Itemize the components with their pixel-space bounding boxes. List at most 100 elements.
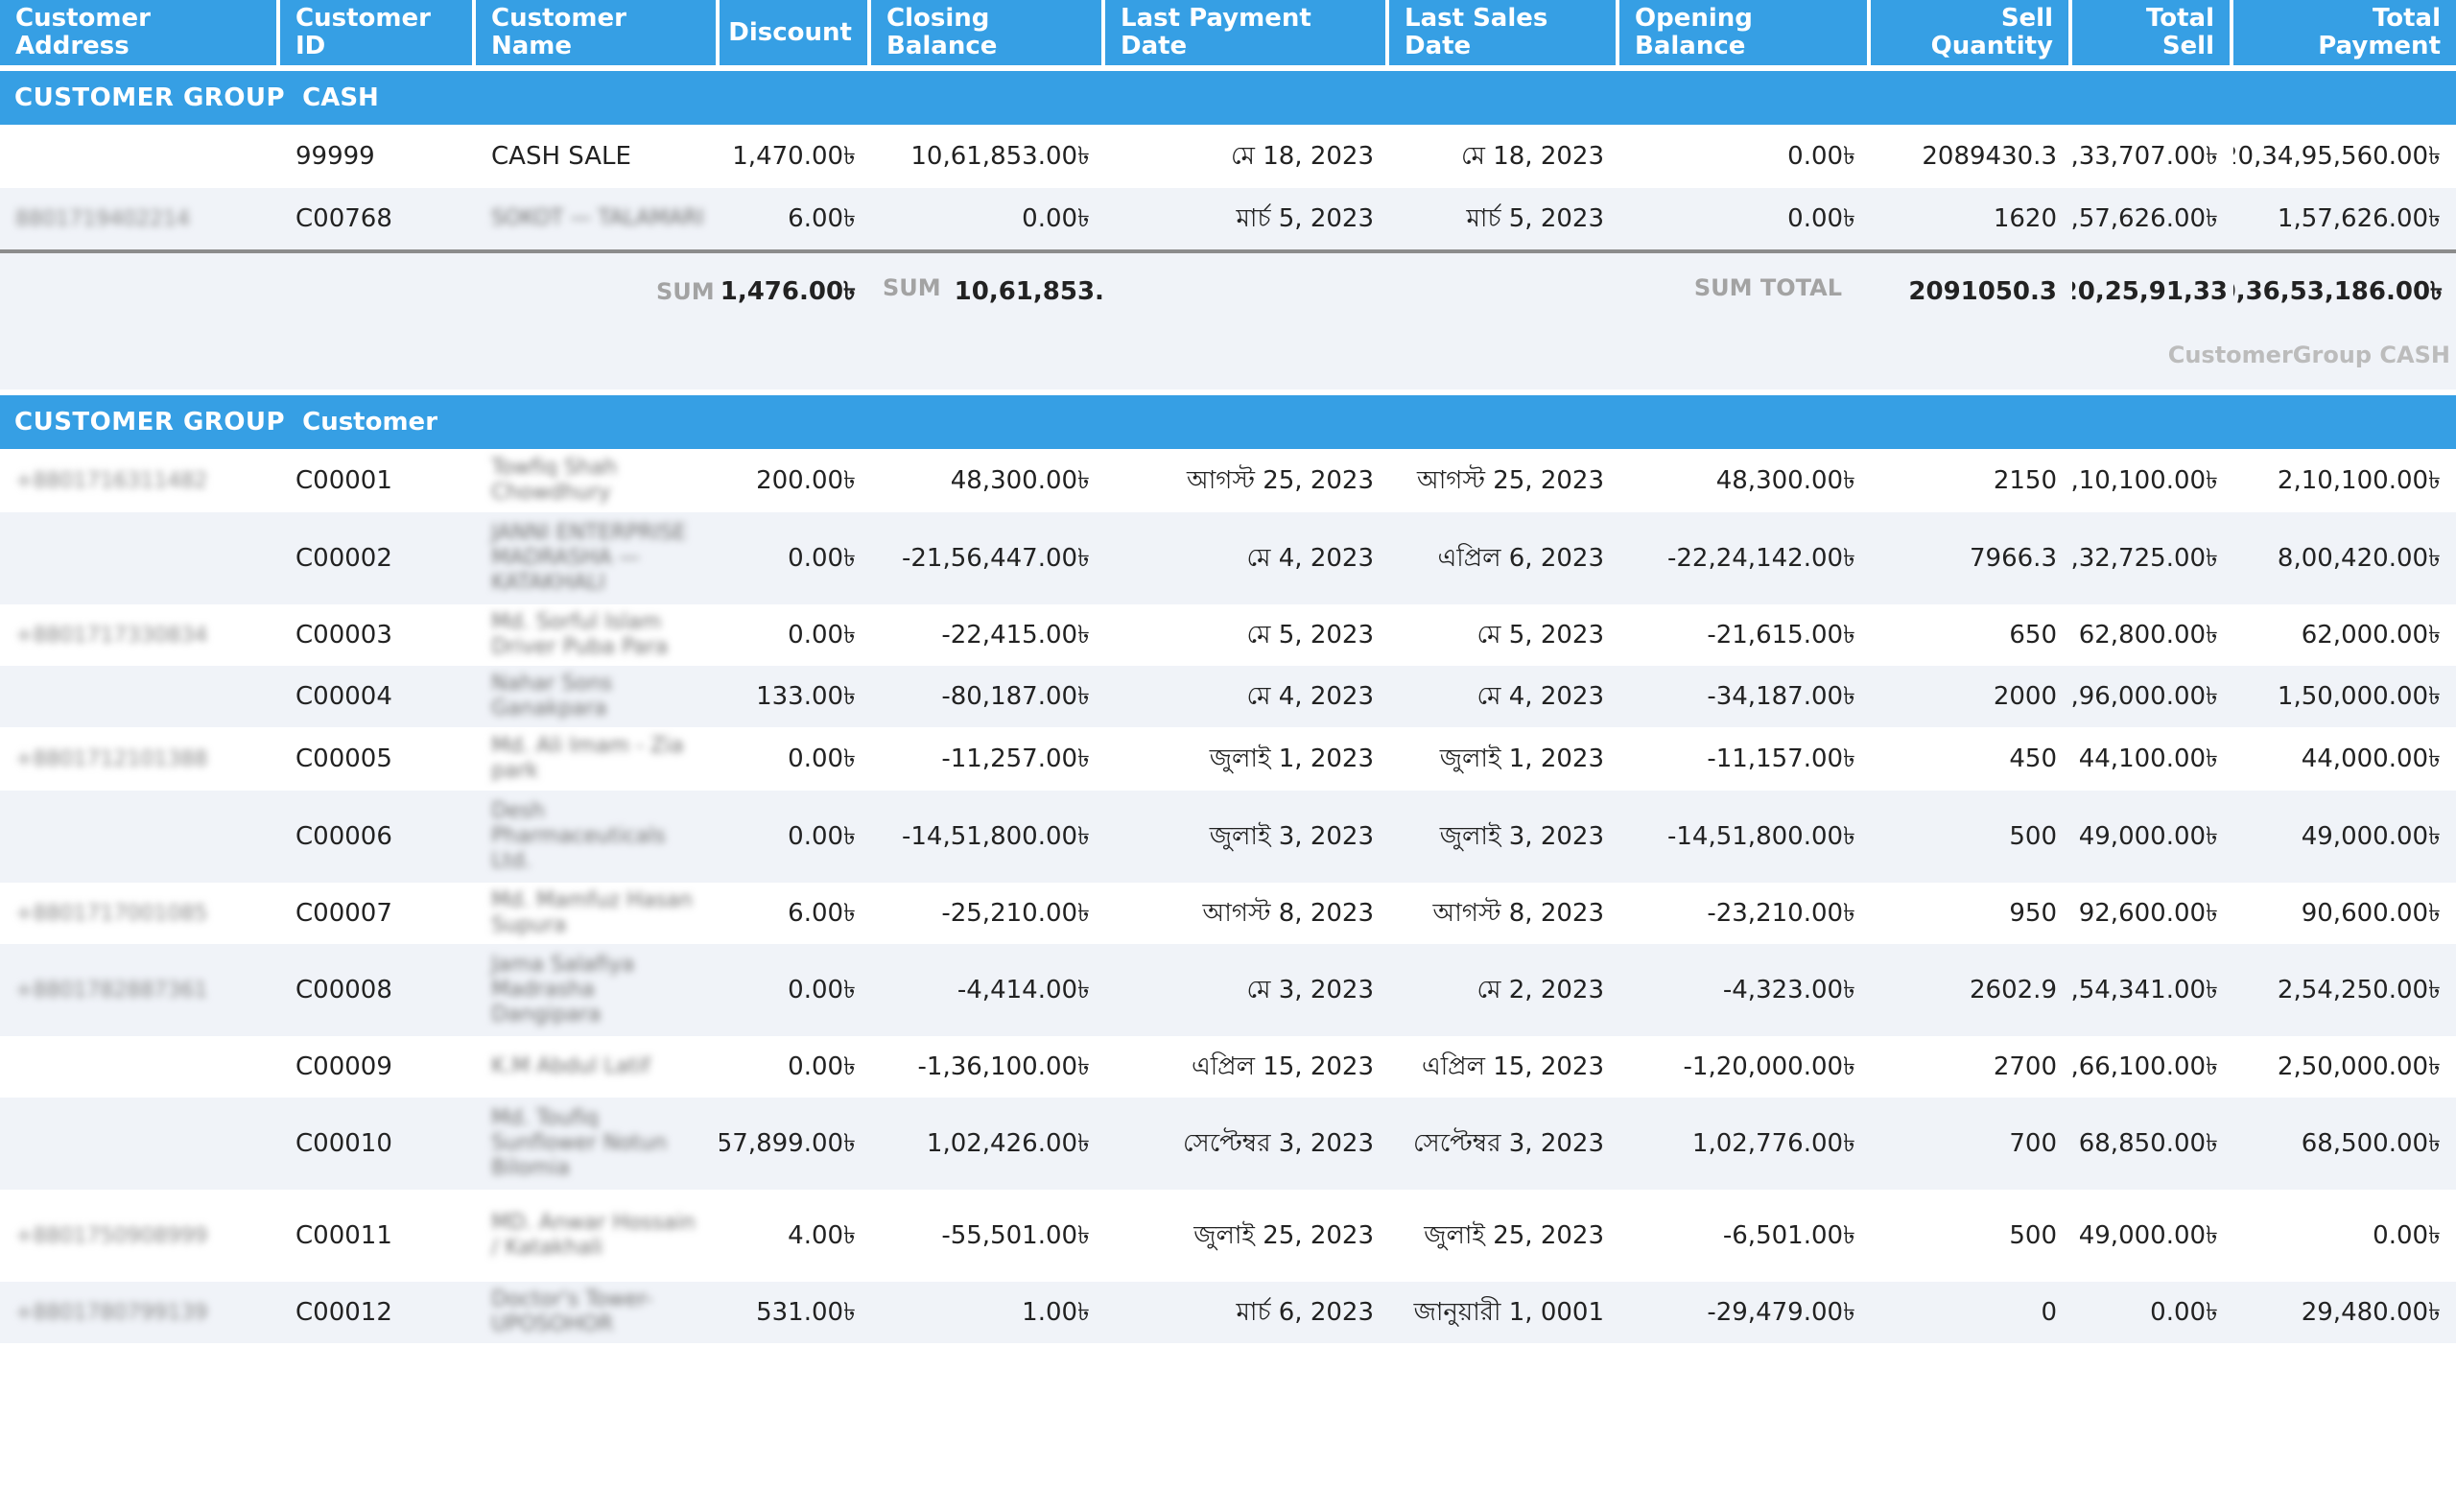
customer-address-cell: +8801782887361 [15, 978, 208, 1003]
opening-balance-cell: -14,51,800.00৳ [1666, 821, 1855, 851]
table-row[interactable]: 99999 CASH SALE 1,470.00৳ 10,61,853.00৳ মে 1… [0, 125, 2456, 188]
total-payment-cell: 0.00৳ [2373, 1220, 2441, 1250]
table-row[interactable]: +8801717001085 C00007 Md. Mamfuz Hasan Sup… [0, 883, 2456, 944]
column-header-opening-balance[interactable]: Opening Balance [1619, 0, 1871, 65]
customer-address-cell [0, 512, 280, 604]
table-row[interactable]: +8801712101388 C00005 Md. Ali Imam - Zia p… [0, 727, 2456, 791]
opening-balance-cell: -23,210.00৳ [1707, 898, 1855, 928]
column-header-last-payment-date[interactable]: Last Payment Date [1105, 0, 1389, 65]
column-header-row: Customer Address Customer ID Customer Na… [0, 0, 2456, 65]
group-header-cash[interactable]: CUSTOMER GROUP CASH [0, 71, 2456, 125]
customer-id-cell: C00768 [295, 203, 392, 233]
discount-cell: 0.00৳ [788, 620, 856, 650]
total-sell-cell: 62,800.00৳ [2078, 620, 2218, 650]
closing-balance-cell: 0.00৳ [1022, 203, 1090, 233]
column-header-customer-name[interactable]: Customer Name [476, 0, 720, 65]
closing-balance-cell: -21,56,447.00৳ [901, 543, 1090, 573]
group-name: Customer [302, 408, 438, 437]
last-sales-date-cell: সেপ্টেম্বর 3, 2023 [1413, 1128, 1604, 1158]
discount-cell: 531.00৳ [756, 1297, 856, 1327]
table-row[interactable]: C00006 Desh Pharmaceuticals Ltd. 0.00৳ -14,… [0, 791, 2456, 883]
table-row[interactable]: +8801782887361 C00008 Jama Salafiya Madras… [0, 944, 2456, 1036]
customer-id-cell: C00004 [295, 681, 392, 711]
opening-balance-cell: 0.00৳ [1787, 141, 1855, 171]
total-sell-cell: 68,850.00৳ [2078, 1128, 2218, 1158]
customer-name-cell: MD. Anwar Hossain / Katakhali [491, 1211, 696, 1260]
closing-balance-cell: -22,415.00৳ [941, 620, 1090, 650]
customer-id-cell: C00007 [295, 898, 392, 928]
customer-name-cell: Towfiq Shah Chowdhury [491, 456, 618, 505]
last-sales-date-cell: মে 5, 2023 [1476, 620, 1605, 650]
customer-id-cell: C00006 [295, 821, 392, 851]
customer-name-cell: Md. Ali Imam - Zia park [491, 734, 684, 783]
customer-id-cell: C00008 [295, 975, 392, 1004]
quantity-total: 2091050.3 [1908, 276, 2057, 306]
column-header-total-sell[interactable]: Total Sell [2072, 0, 2233, 65]
total-sell-cell: 2,54,341.00৳ [2072, 975, 2218, 1004]
customer-name-cell: K.M Abdul Latif [491, 1054, 650, 1078]
total-payment-cell: 2,54,250.00৳ [2277, 975, 2441, 1004]
total-payment-cell: 2,50,000.00৳ [2277, 1051, 2441, 1081]
cash-group-summary: SUM 1,476.00৳ SUM 10,61,853.0 SUM TOTAL 20… [0, 249, 2456, 390]
total-sell-cell: 1,57,626.00৳ [2072, 203, 2218, 233]
closing-balance-cell: -1,36,100.00৳ [917, 1051, 1090, 1081]
column-header-customer-id[interactable]: Customer ID [280, 0, 476, 65]
total-sell-cell: 7,32,725.00৳ [2072, 543, 2218, 573]
closing-balance-cell: -80,187.00৳ [941, 681, 1090, 711]
last-sales-date-cell: জুলাই 25, 2023 [1424, 1220, 1604, 1250]
discount-cell: 57,899.00৳ [720, 1128, 856, 1158]
column-header-last-sales-date[interactable]: Last Sales Date [1389, 0, 1619, 65]
customer-id-cell: C00002 [295, 543, 392, 573]
payment-total: 20,36,53,186.00৳ [2233, 276, 2443, 306]
table-row[interactable]: C00010 Md. Toufiq Sunflower Notun Bilomia… [0, 1098, 2456, 1190]
column-header-discount[interactable]: Discount [720, 0, 871, 65]
total-payment-cell: 44,000.00৳ [2301, 744, 2441, 773]
sell-quantity-cell: 950 [2009, 898, 2057, 928]
sell-quantity-cell: 450 [2009, 744, 2057, 773]
total-payment-cell: 1,57,626.00৳ [2277, 203, 2441, 233]
customer-address-cell: +8801717001085 [15, 901, 208, 926]
last-payment-date-cell: মে 3, 2023 [1246, 975, 1375, 1004]
table-row[interactable]: C00002 JANNI ENTERPRISE MADRASHA — KATAKH… [0, 512, 2456, 604]
last-sales-date-cell: মে 18, 2023 [1460, 141, 1604, 171]
opening-balance-cell: 1,02,776.00৳ [1691, 1128, 1855, 1158]
table-row[interactable]: C00009 K.M Abdul Latif 0.00৳ -1,36,100.00৳ এ… [0, 1036, 2456, 1098]
closing-balance-cell: 1.00৳ [1022, 1297, 1090, 1327]
opening-balance-cell: -29,479.00৳ [1707, 1297, 1855, 1327]
discount-cell: 0.00৳ [788, 975, 856, 1004]
table-row[interactable]: 8801719402214 C00768 SOKOT — TALAMARI 6.00৳… [0, 188, 2456, 249]
customer-address-cell [0, 125, 280, 188]
customer-name-cell: Md. Sorful Islam Driver Puba Para [491, 610, 669, 659]
last-sales-date-cell: জুলাই 1, 2023 [1439, 744, 1604, 773]
customer-id-cell: C00010 [295, 1128, 392, 1158]
customer-address-cell [0, 1036, 280, 1098]
last-payment-date-cell: মার্চ 6, 2023 [1236, 1297, 1374, 1327]
customer-name-cell: Doctor's Tower-UPOSOHOR [491, 1288, 653, 1336]
table-row[interactable]: C00004 Nahar Sons Ganakpara 133.00৳ -80,187… [0, 666, 2456, 727]
column-header-total-payment[interactable]: Total Payment [2318, 4, 2441, 60]
column-header-sell-quantity[interactable]: Sell Quantity [1871, 0, 2072, 65]
customer-address-cell: +8801750908999 [15, 1223, 208, 1248]
table-row[interactable]: +8801716311482 C00001 Towfiq Shah Chowdhur… [0, 449, 2456, 512]
last-sales-date-cell: মার্চ 5, 2023 [1466, 203, 1604, 233]
discount-cell: 0.00৳ [788, 1051, 856, 1081]
total-payment-cell: 20,34,95,560.00৳ [2233, 141, 2441, 171]
table-row[interactable]: +8801780799139 C00012 Doctor's Tower-UPOSO… [0, 1282, 2456, 1343]
table-row[interactable]: +8801750908999 C00011 MD. Anwar Hossain / … [0, 1190, 2456, 1282]
column-header-closing-balance[interactable]: Closing Balance [871, 0, 1105, 65]
last-payment-date-cell: মে 4, 2023 [1246, 543, 1375, 573]
last-payment-date-cell: আগস্ট 8, 2023 [1202, 898, 1374, 928]
last-sales-date-cell: আগস্ট 8, 2023 [1432, 898, 1604, 928]
discount-cell: 200.00৳ [756, 465, 856, 495]
closing-balance-cell: -14,51,800.00৳ [901, 821, 1090, 851]
total-payment-cell: 90,600.00৳ [2301, 898, 2441, 928]
sell-quantity-cell: 7966.3 [1970, 543, 2057, 573]
table-row[interactable]: +8801717330834 C00003 Md. Sorful Islam Dri… [0, 604, 2456, 666]
group-name: CASH [302, 83, 379, 112]
opening-balance-cell: -34,187.00৳ [1707, 681, 1855, 711]
total-sell-cell: 49,000.00৳ [2078, 1220, 2218, 1250]
group-header-customer[interactable]: CUSTOMER GROUP Customer [0, 395, 2456, 449]
closing-sum: 10,61,853.0 [954, 276, 1105, 306]
column-header-customer-address[interactable]: Customer Address [0, 0, 280, 65]
last-sales-date-cell: মে 4, 2023 [1476, 681, 1605, 711]
